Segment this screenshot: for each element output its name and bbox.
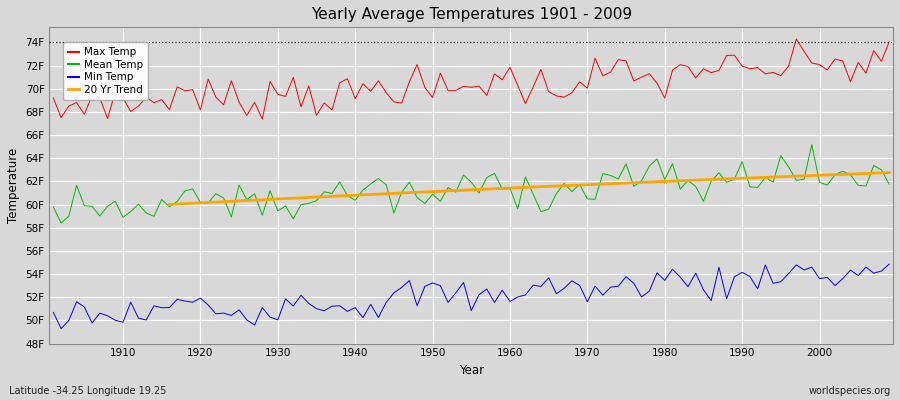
Text: Latitude -34.25 Longitude 19.25: Latitude -34.25 Longitude 19.25 [9,386,166,396]
X-axis label: Year: Year [459,364,484,377]
Y-axis label: Temperature: Temperature [7,148,20,223]
Title: Yearly Average Temperatures 1901 - 2009: Yearly Average Temperatures 1901 - 2009 [310,7,632,22]
Text: worldspecies.org: worldspecies.org [809,386,891,396]
Legend: Max Temp, Mean Temp, Min Temp, 20 Yr Trend: Max Temp, Mean Temp, Min Temp, 20 Yr Tre… [63,42,148,100]
